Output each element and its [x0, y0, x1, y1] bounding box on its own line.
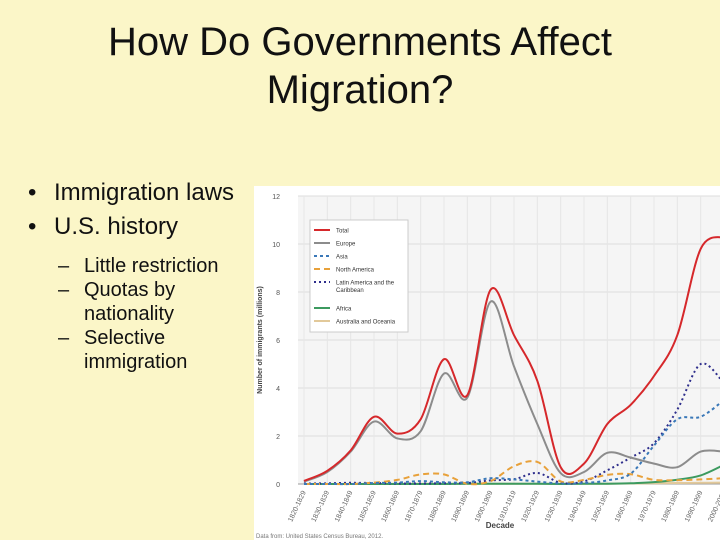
y-tick-label: 0 [276, 482, 280, 489]
x-tick-label: 1900-1909 [474, 490, 495, 523]
legend-label: North America [336, 268, 375, 274]
sub-bullet-text: Selective immigration [84, 327, 188, 373]
y-tick-label: 10 [272, 242, 280, 249]
x-tick-label: 1960-1969 [614, 490, 635, 523]
legend-label: Total [336, 229, 349, 235]
x-tick-label: 1920-1929 [521, 490, 542, 523]
legend-label: Africa [336, 307, 352, 313]
x-tick-label: 1980-1989 [661, 490, 682, 523]
bullet-text: U.S. history [54, 213, 179, 240]
bullet-item: • Immigration laws [28, 176, 268, 210]
legend-label: Australia and Oceania [336, 320, 396, 326]
x-tick-label: 1910-1919 [497, 490, 518, 523]
legend-box [309, 219, 409, 333]
x-tick-label: 1830-1839 [311, 490, 332, 523]
x-tick-label: 1950-1959 [591, 490, 612, 523]
bullet-item: • U.S. history [28, 210, 268, 244]
bullet-dot: • [28, 213, 37, 240]
y-tick-label: 2 [276, 434, 280, 441]
source-note: Data from: United States Census Bureau, … [256, 534, 383, 540]
bullet-text: Immigration laws [54, 179, 235, 206]
legend-label: Latin America and the [336, 281, 395, 287]
x-axis-label: Decade [486, 521, 515, 530]
series-line-total [303, 236, 720, 482]
y-tick-label: 12 [272, 194, 280, 201]
x-tick-label: 1820-1829 [287, 490, 308, 523]
y-axis-label: Number of immigrants (millions) [257, 286, 264, 394]
x-tick-label: 2000-2009 [707, 490, 720, 523]
series-line-north-america [303, 460, 720, 486]
x-tick-label: 1990-1999 [684, 490, 705, 523]
x-tick-label: 1970-1979 [637, 490, 658, 523]
y-tick-label: 6 [276, 338, 280, 345]
chart-panel: 0 2 4 6 8 10 12 Number of immigrants (millions)… [254, 186, 720, 540]
y-tick-label: 8 [276, 290, 280, 297]
x-tick-label: 1880-1889 [427, 490, 448, 523]
x-tick-label: 1860-1869 [381, 490, 402, 523]
sub-bullet-item: – Quotas by nationality [58, 278, 268, 326]
x-tick-label: 1890-1899 [451, 490, 472, 523]
sub-bullet-item: – Selective immigration [58, 326, 268, 374]
title-line-2: Migration? [266, 68, 454, 112]
x-tick-label: 1840-1849 [334, 490, 355, 523]
slide-title: How Do Governments Affect Migration? [0, 18, 720, 114]
sub-bullet-item: – Little restriction [58, 254, 268, 278]
series-line-asia [303, 401, 720, 486]
sub-bullet-text: Little restriction [84, 255, 219, 277]
x-tick-label: 1940-1949 [567, 490, 588, 523]
bullet-dot: • [28, 179, 37, 206]
x-tick-label: 1850-1859 [357, 490, 378, 523]
x-tick-label: 1930-1939 [544, 490, 565, 523]
title-line-1: How Do Governments Affect [108, 20, 612, 64]
immigration-line-chart: 0 2 4 6 8 10 12 Number of immigrants (millions)… [256, 194, 720, 540]
legend-label: Europe [336, 242, 356, 248]
series-line-europe [303, 300, 720, 483]
bullet-list: • Immigration laws • U.S. history – Little … [28, 176, 268, 374]
sub-bullet-dash: – [58, 255, 70, 277]
sub-bullet-text: Quotas by nationality [84, 279, 176, 325]
x-tick-label: 1870-1879 [404, 490, 425, 523]
y-tick-label: 4 [276, 386, 280, 393]
sub-bullet-dash: – [58, 279, 70, 301]
sub-bullet-dash: – [58, 327, 70, 349]
legend-label: Caribbean [336, 288, 364, 294]
legend-label: Asia [336, 255, 348, 261]
